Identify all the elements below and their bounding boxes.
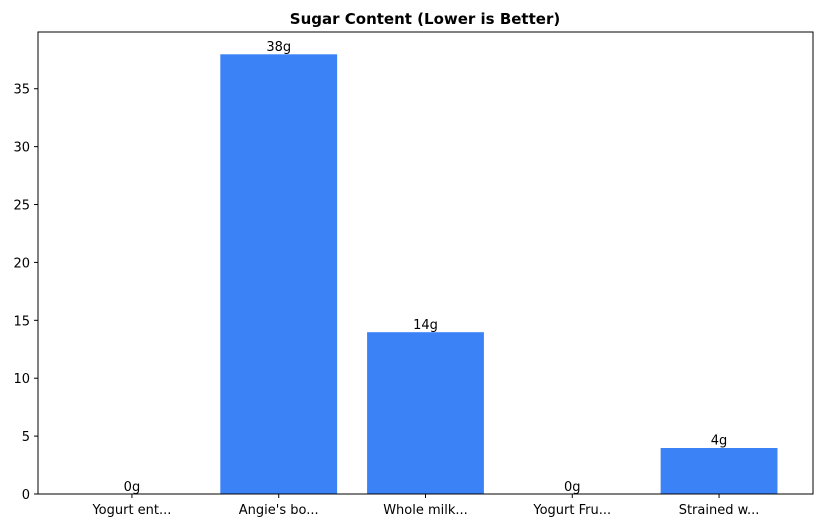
y-tick-label: 35 <box>13 83 30 98</box>
y-tick-label: 30 <box>13 141 30 156</box>
bar <box>660 447 779 495</box>
y-tick-label: 20 <box>13 256 30 271</box>
y-tick-label: 25 <box>13 199 30 214</box>
x-tick-label: Strained w... <box>679 503 760 518</box>
data-label: 14g <box>413 318 438 333</box>
x-tick-label: Yogurt Fru... <box>532 503 611 518</box>
plot-frame <box>37 31 814 495</box>
y-tick-label: 10 <box>13 372 30 387</box>
x-tick-label: Whole milk... <box>383 503 468 518</box>
y-tick-label: 15 <box>13 314 30 329</box>
chart-title: Sugar Content (Lower is Better) <box>290 10 560 28</box>
data-label: 38g <box>266 40 291 55</box>
x-tick-label: Angie's bo... <box>239 503 319 518</box>
data-label: 4g <box>711 434 728 449</box>
bar <box>219 53 338 495</box>
x-tick-label: Yogurt ent... <box>91 503 171 518</box>
y-tick-label: 5 <box>22 430 30 445</box>
y-tick-label: 0 <box>22 488 30 503</box>
data-label: 0g <box>564 480 581 495</box>
data-label: 0g <box>124 480 141 495</box>
bar <box>366 331 485 495</box>
